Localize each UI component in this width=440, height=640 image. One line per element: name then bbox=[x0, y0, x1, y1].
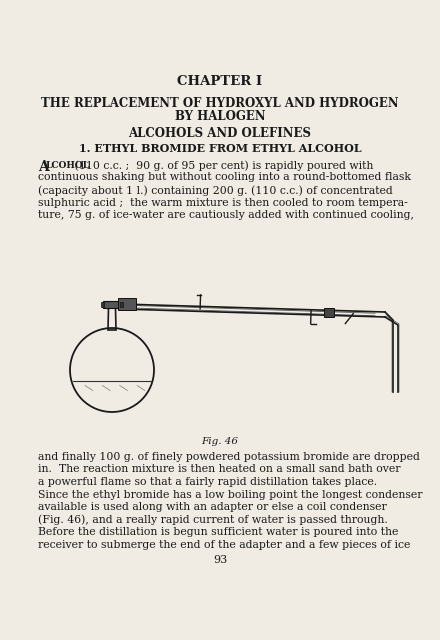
Bar bbox=[120, 302, 123, 307]
Bar bbox=[101, 302, 104, 307]
Text: 1. ETHYL BROMIDE FROM ETHYL ALCOHOL: 1. ETHYL BROMIDE FROM ETHYL ALCOHOL bbox=[79, 143, 361, 154]
Bar bbox=[118, 298, 136, 310]
Text: THE REPLACEMENT OF HYDROXYL AND HYDROGEN: THE REPLACEMENT OF HYDROXYL AND HYDROGEN bbox=[41, 97, 399, 110]
Text: (capacity about 1 l.) containing 200 g. (110 c.c.) of concentrated: (capacity about 1 l.) containing 200 g. … bbox=[38, 185, 393, 196]
Text: sulphuric acid ;  the warm mixture is then cooled to room tempera-: sulphuric acid ; the warm mixture is the… bbox=[38, 198, 408, 207]
Text: in.  The reaction mixture is then heated on a small sand bath over: in. The reaction mixture is then heated … bbox=[38, 465, 400, 474]
Text: receiver to submerge the end of the adapter and a few pieces of ice: receiver to submerge the end of the adap… bbox=[38, 540, 411, 550]
Text: (Fig. 46), and a really rapid current of water is passed through.: (Fig. 46), and a really rapid current of… bbox=[38, 515, 388, 525]
Text: Since the ethyl bromide has a low boiling point the longest condenser: Since the ethyl bromide has a low boilin… bbox=[38, 490, 422, 499]
Bar bbox=[103, 301, 121, 308]
Bar bbox=[324, 308, 334, 317]
Text: 93: 93 bbox=[213, 555, 227, 565]
Text: ture, 75 g. of ice-water are cautiously added with continued cooling,: ture, 75 g. of ice-water are cautiously … bbox=[38, 210, 414, 220]
Text: Fig. 46: Fig. 46 bbox=[202, 437, 238, 446]
Text: BY HALOGEN: BY HALOGEN bbox=[175, 110, 265, 123]
Text: available is used along with an adapter or else a coil condenser: available is used along with an adapter … bbox=[38, 502, 387, 512]
Text: ALCOHOLS AND OLEFINES: ALCOHOLS AND OLEFINES bbox=[128, 127, 312, 140]
Text: and finally 100 g. of finely powdered potassium bromide are dropped: and finally 100 g. of finely powdered po… bbox=[38, 452, 420, 462]
Text: CHAPTER I: CHAPTER I bbox=[177, 75, 263, 88]
Text: A: A bbox=[38, 160, 49, 174]
Text: (110 c.c. ;  90 g. of 95 per cent) is rapidly poured with: (110 c.c. ; 90 g. of 95 per cent) is rap… bbox=[71, 160, 374, 171]
Text: a powerful flame so that a fairly rapid distillation takes place.: a powerful flame so that a fairly rapid … bbox=[38, 477, 377, 487]
Text: continuous shaking but without cooling into a round-bottomed flask: continuous shaking but without cooling i… bbox=[38, 173, 411, 182]
Text: Before the distillation is begun sufficient water is poured into the: Before the distillation is begun suffici… bbox=[38, 527, 398, 537]
Text: LCOHOL: LCOHOL bbox=[46, 161, 90, 170]
